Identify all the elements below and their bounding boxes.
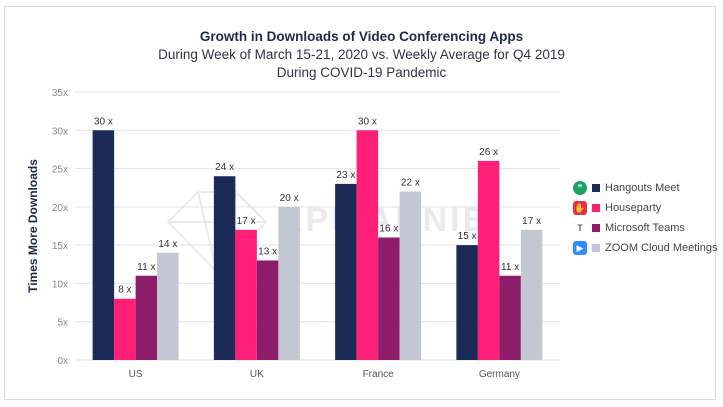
zoom-icon: ▶ (573, 241, 587, 255)
bar-hangouts-meet-france (335, 183, 357, 360)
legend-item: ✋ Houseparty (573, 198, 717, 218)
legend-label: Hangouts Meet (605, 182, 680, 194)
legend-swatch (592, 244, 600, 252)
legend-swatch (592, 184, 600, 192)
data-label: 30 x (358, 116, 377, 127)
bar-houseparty-france (356, 130, 379, 360)
chart-subtitle-line-1: During Week of March 15-21, 2020 vs. Wee… (158, 47, 565, 62)
data-label: 24 x (215, 162, 234, 173)
x-tick-label: US (129, 369, 143, 380)
bar-zoom-cloud-meetings-uk (278, 206, 300, 360)
bar-microsoft-teams-us (135, 275, 158, 360)
y-axis-ticks: 0x 5x 10x 15x 20x 25x 30x 35x (52, 88, 68, 367)
y-tick-label: 20x (52, 203, 68, 214)
data-label: 23 x (336, 170, 355, 181)
bar-microsoft-teams-uk (256, 260, 279, 360)
legend-item: T Microsoft Teams (573, 218, 717, 238)
chart-legend: ❞ Hangouts Meet ✋ Houseparty T Microsoft Team… (573, 178, 717, 258)
chart-subtitle-line-2: During COVID-19 Pandemic (276, 65, 447, 80)
data-label: 26 x (479, 147, 498, 158)
x-axis-ticks: US UK France Germany (129, 369, 520, 380)
legend-label: Microsoft Teams (605, 222, 685, 234)
chart-title: Growth in Downloads of Video Conferencin… (199, 29, 524, 44)
legend-item: ▶ ZOOM Cloud Meetings (573, 238, 717, 258)
data-label: 13 x (258, 246, 277, 257)
y-tick-label: 0x (57, 356, 68, 367)
data-label: 22 x (401, 178, 420, 189)
legend-label: ZOOM Cloud Meetings (605, 242, 718, 254)
y-axis-label: Times More Downloads (26, 159, 40, 293)
bar-microsoft-teams-germany (499, 275, 521, 360)
hangouts-meet-icon: ❞ (573, 181, 587, 195)
bar-hangouts-meet-us (92, 130, 115, 360)
bar-houseparty-germany (477, 160, 500, 360)
y-tick-label: 5x (57, 318, 68, 329)
data-label: 30 x (94, 116, 113, 127)
bar-houseparty-us (114, 298, 136, 360)
x-tick-label: France (363, 369, 395, 380)
bars (92, 130, 543, 360)
data-label: 8 x (118, 285, 131, 296)
y-tick-label: 10x (52, 279, 68, 290)
data-label: 20 x (280, 193, 299, 204)
bar-zoom-cloud-meetings-germany (520, 229, 543, 360)
x-tick-label: UK (250, 369, 264, 380)
y-tick-label: 30x (52, 126, 68, 137)
legend-swatch (592, 224, 600, 232)
data-label: 16 x (379, 223, 398, 234)
bar-houseparty-uk (235, 229, 257, 360)
bar-zoom-cloud-meetings-us (157, 252, 179, 360)
chart-header: Growth in Downloads of Video Conferencin… (0, 28, 723, 82)
data-label: 11 x (501, 262, 519, 273)
bar-zoom-cloud-meetings-france (399, 191, 422, 360)
bar-hangouts-meet-germany (456, 245, 478, 360)
data-label: 14 x (158, 239, 177, 250)
y-tick-label: 15x (52, 241, 68, 252)
data-labels: 30 x 8 x 11 x 14 x 24 x 17 x 13 x 20 x 23 x 30 x 1… (94, 116, 541, 295)
data-label: 17 x (522, 216, 541, 227)
legend-swatch (592, 204, 600, 212)
x-tick-label: Germany (479, 369, 520, 380)
y-tick-label: 35x (52, 88, 68, 99)
y-tick-label: 25x (52, 165, 68, 176)
legend-item: ❞ Hangouts Meet (573, 178, 717, 198)
houseparty-icon: ✋ (573, 201, 587, 215)
bar-microsoft-teams-france (378, 237, 400, 360)
microsoft-teams-icon: T (577, 223, 583, 233)
bar-hangouts-meet-uk (213, 176, 236, 360)
legend-label: Houseparty (605, 202, 662, 214)
data-label: 11 x (137, 262, 155, 273)
data-label: 15 x (458, 231, 477, 242)
data-label: 17 x (237, 216, 256, 227)
